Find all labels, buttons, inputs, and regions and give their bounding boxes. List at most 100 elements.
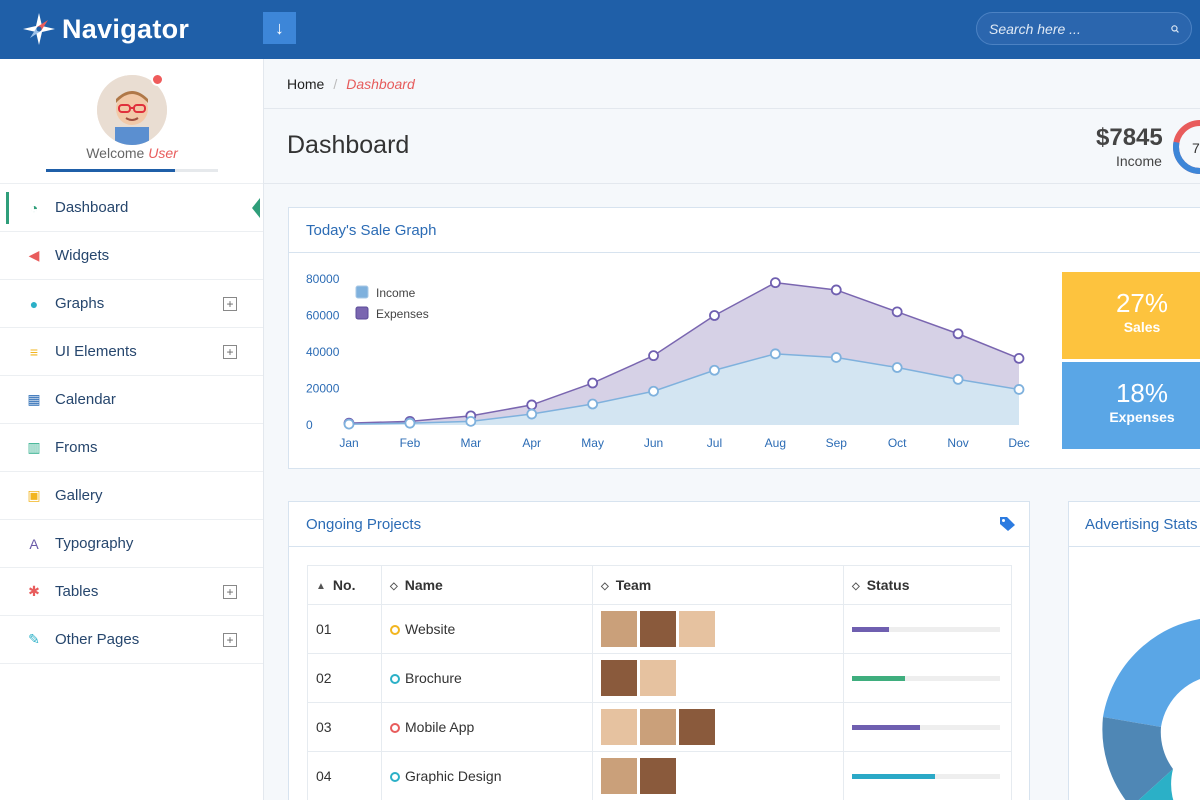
col-name[interactable]: ◇ Name [381, 565, 593, 605]
search-input[interactable] [989, 20, 1171, 37]
donut-segment[interactable] [1102, 717, 1173, 800]
search-box[interactable] [976, 12, 1192, 45]
avatar[interactable] [97, 75, 167, 145]
tags-icon[interactable] [999, 516, 1017, 532]
sidebar-item-gallery[interactable]: ▣ Gallery [0, 472, 263, 520]
team-member-avatar[interactable] [640, 660, 676, 696]
team-member-avatar[interactable] [601, 660, 637, 696]
data-point-income[interactable] [709, 364, 720, 376]
data-point-income[interactable] [465, 415, 477, 427]
expenses-tile[interactable]: 18% Expenses [1062, 362, 1200, 449]
table-row[interactable]: 04 Graphic Design [307, 751, 1012, 800]
income-ring-text: 78 [1192, 140, 1200, 156]
donut-segment[interactable] [1131, 769, 1184, 800]
expand-plus-icon[interactable]: + [223, 345, 237, 359]
project-status [843, 653, 1012, 703]
team-member-avatar[interactable] [679, 709, 715, 745]
data-point-income[interactable] [891, 362, 903, 373]
x-tick-label: Jul [707, 436, 722, 450]
arrow-down-icon: ↓ [275, 17, 284, 38]
table-header-row: ▲ No. ◇ Name ◇ Team ◇ Status [307, 565, 1012, 605]
x-tick-label: Mar [460, 436, 481, 450]
sidebar-item-typography[interactable]: A Typography [0, 520, 263, 568]
data-point-expenses[interactable] [891, 306, 903, 318]
breadcrumb-home[interactable]: Home [287, 75, 325, 92]
project-name[interactable]: Graphic Design [405, 768, 502, 784]
project-name[interactable]: Brochure [405, 670, 462, 686]
brand[interactable]: Navigator [22, 12, 189, 46]
team-member-avatar[interactable] [679, 611, 715, 647]
project-name[interactable]: Website [405, 621, 456, 637]
sidebar-item-label: Widgets [55, 247, 110, 264]
data-point-expenses[interactable] [526, 399, 538, 411]
team-member-avatar[interactable] [640, 611, 676, 647]
x-tick-label: Dec [1008, 436, 1029, 450]
sidebar-item-other-pages[interactable]: ✎ Other Pages + [0, 616, 263, 664]
data-point-expenses[interactable] [648, 350, 659, 362]
data-point-expenses[interactable] [952, 328, 964, 340]
donut-segment[interactable] [1103, 617, 1200, 727]
profile-panel: Welcome User [0, 59, 263, 184]
team-member-avatar[interactable] [601, 709, 637, 745]
data-point-expenses[interactable] [769, 277, 781, 289]
col-no-label: No. [332, 577, 356, 593]
data-point-expenses[interactable] [1013, 352, 1025, 364]
col-team[interactable]: ◇ Team [592, 565, 844, 605]
projects-table: ▲ No. ◇ Name ◇ Team ◇ Status 01 Website 02 Broc… [307, 565, 1012, 800]
project-name-cell: Brochure [381, 653, 593, 703]
team-member-avatar[interactable] [601, 758, 637, 794]
sidebar-item-widgets[interactable]: ◀ Widgets [0, 232, 263, 280]
project-name[interactable]: Mobile App [405, 719, 475, 735]
welcome-user[interactable]: User [148, 145, 178, 161]
progress-bar [852, 724, 1000, 730]
table-row[interactable]: 02 Brochure [307, 653, 1012, 703]
ongoing-projects-panel: Ongoing Projects ▲ No. ◇ Name ◇ Team ◇ Statu… [288, 501, 1030, 800]
expand-plus-icon[interactable]: + [223, 633, 237, 647]
sort-icon: ◇ [390, 581, 398, 592]
expand-plus-icon[interactable]: + [223, 585, 237, 599]
team-member-avatar[interactable] [640, 758, 676, 794]
sidebar-item-dashboard[interactable]: ◔ Dashboard [0, 184, 263, 232]
sidebar-toggle-button[interactable]: ↓ [263, 12, 296, 44]
y-tick-label: 80000 [306, 272, 340, 286]
data-point-income[interactable] [587, 398, 599, 410]
sidebar-item-label: Gallery [55, 487, 103, 504]
data-point-income[interactable] [952, 373, 964, 385]
sidebar-item-calendar[interactable]: ▦ Calendar [0, 376, 263, 424]
team-member-avatar[interactable] [640, 709, 676, 745]
data-point-expenses[interactable] [830, 284, 842, 296]
data-point-income[interactable] [343, 418, 355, 430]
legend-swatch [355, 306, 369, 320]
col-no[interactable]: ▲ No. [307, 565, 382, 605]
search-icon[interactable] [1171, 22, 1179, 36]
expand-plus-icon[interactable]: + [223, 297, 237, 311]
sidebar-item-ui-elements[interactable]: ≡ UI Elements + [0, 328, 263, 376]
sidebar-item-graphs[interactable]: ● Graphs + [0, 280, 263, 328]
calendar-icon: ▦ [27, 391, 41, 407]
active-caret-icon [252, 198, 260, 218]
data-point-income[interactable] [1013, 384, 1025, 395]
col-team-label: Team [615, 577, 652, 593]
sales-tile[interactable]: 27% Sales [1062, 272, 1200, 359]
table-row[interactable]: 03 Mobile App [307, 702, 1012, 752]
data-point-income[interactable] [769, 348, 781, 360]
data-point-income[interactable] [526, 408, 538, 420]
projects-title: Ongoing Projects [289, 502, 1029, 547]
table-row[interactable]: 01 Website [307, 604, 1012, 654]
data-point-income[interactable] [404, 417, 416, 429]
x-tick-label: May [581, 436, 604, 450]
series-line-expenses [348, 281, 1020, 424]
brand-name: Navigator [62, 13, 190, 44]
income-label: Income [1116, 153, 1162, 169]
project-team [592, 653, 844, 703]
data-point-income[interactable] [830, 352, 842, 363]
data-point-expenses[interactable] [587, 377, 599, 389]
sales-value: 27% [1115, 288, 1169, 318]
breadcrumb-separator: / [333, 75, 338, 92]
sidebar-item-froms[interactable]: ▥ Froms [0, 424, 263, 472]
col-status[interactable]: ◇ Status [843, 565, 1012, 605]
team-member-avatar[interactable] [601, 611, 637, 647]
sidebar-item-tables[interactable]: ✱ Tables + [0, 568, 263, 616]
data-point-expenses[interactable] [709, 310, 720, 321]
data-point-income[interactable] [648, 385, 659, 397]
